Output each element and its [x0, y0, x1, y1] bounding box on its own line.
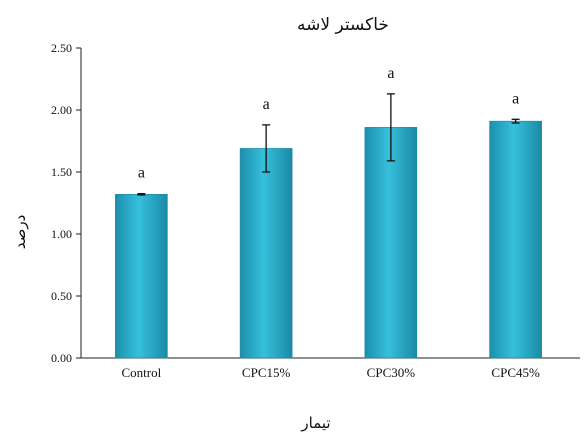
significance-letter: a — [387, 65, 394, 82]
y-tick-label: 1.50 — [51, 165, 72, 179]
x-categories: Control CPC15% CPC30% CPC45% — [122, 365, 540, 380]
bar — [115, 194, 168, 359]
bar — [364, 127, 418, 359]
bar — [239, 148, 293, 359]
significance-letter: a — [138, 165, 145, 182]
bars: a a a a — [115, 65, 542, 359]
y-tick-label: 0.00 — [51, 351, 72, 365]
x-axis-label: تیمار — [300, 414, 330, 432]
significance-letter: a — [512, 90, 519, 107]
bar — [489, 120, 542, 359]
y-axis-label: درصد — [11, 215, 29, 250]
y-tick-label: 0.50 — [51, 289, 72, 303]
x-category-label: Control — [122, 365, 162, 380]
chart-title: خاکستر لاشه — [297, 15, 389, 35]
x-category-label: CPC45% — [491, 365, 540, 380]
y-tick-label: 2.00 — [51, 103, 72, 117]
y-tick-label: 2.50 — [51, 41, 72, 55]
y-tick-label: 1.00 — [51, 227, 72, 241]
y-ticks: 0.00 0.50 1.00 1.50 2.00 2.50 — [51, 41, 81, 365]
significance-letter: a — [263, 96, 270, 113]
x-category-label: CPC30% — [367, 365, 416, 380]
x-category-label: CPC15% — [242, 365, 291, 380]
